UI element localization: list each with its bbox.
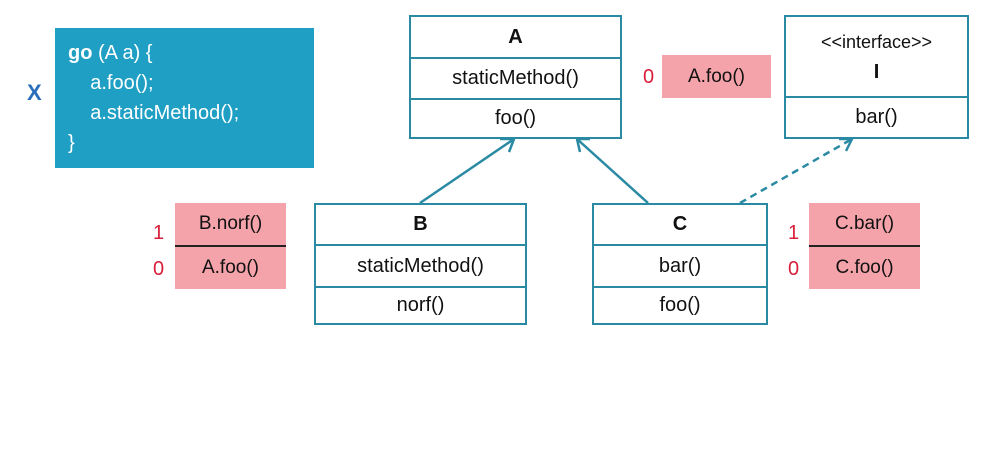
arrow-c-to-i — [739, 137, 853, 205]
interface-i-method-bar: bar() — [786, 96, 967, 137]
code-box: go (A a) { a.foo(); a.staticMethod(); } — [55, 28, 314, 168]
class-b: B staticMethod() norf() — [314, 203, 527, 325]
class-b-name: B — [413, 213, 428, 235]
arrow-b-to-a — [419, 137, 515, 205]
class-c-name: C — [672, 213, 688, 235]
table-a-number: 0 — [643, 66, 655, 88]
arrow-c-to-a — [576, 138, 649, 204]
class-a: A staticMethod() foo() — [409, 15, 622, 139]
interface-i: <<interface>> I bar() — [784, 15, 969, 139]
class-c: C bar() foo() — [592, 203, 768, 325]
code-line-3: a.staticMethod(); — [68, 102, 240, 124]
table-c-number-1: 1 — [788, 222, 800, 244]
interface-i-name: I — [873, 60, 880, 83]
table-b-number-1: 1 — [153, 222, 165, 244]
table-b-number-2: 0 — [153, 258, 165, 280]
table-a-entry: A.foo() — [662, 55, 771, 98]
interface-i-header: <<interface>> I — [786, 17, 967, 96]
arrowhead-b-to-a — [500, 137, 516, 153]
code-keyword: go — [68, 42, 93, 64]
table-c-separator — [809, 245, 920, 247]
class-b-method-norf: norf() — [316, 286, 525, 323]
table-c-number-2: 0 — [788, 258, 800, 280]
interface-stereotype: <<interface>> — [820, 31, 933, 52]
table-b-separator — [175, 245, 286, 247]
code-line-1: go (A a) { — [68, 38, 314, 68]
table-c-entry-2: C.foo() — [809, 247, 920, 289]
class-a-method-static: staticMethod() — [411, 57, 620, 98]
class-b-method-static: staticMethod() — [316, 244, 525, 286]
arrowhead-c-to-a — [575, 137, 590, 153]
class-a-method-foo: foo() — [411, 98, 620, 137]
class-a-name: A — [508, 25, 523, 48]
code-line-4: } — [68, 132, 75, 154]
class-c-method-foo: foo() — [594, 286, 766, 323]
code-signature: (A a) { — [92, 42, 153, 64]
code-line-2: a.foo(); — [68, 72, 154, 94]
table-c-entry-1: C.bar() — [809, 203, 920, 245]
arrowhead-c-to-i — [839, 137, 855, 152]
x-marker: X — [27, 80, 42, 105]
table-b-entry-2: A.foo() — [175, 247, 286, 289]
table-b-entry-1: B.norf() — [175, 203, 286, 245]
class-c-method-bar: bar() — [594, 244, 766, 286]
